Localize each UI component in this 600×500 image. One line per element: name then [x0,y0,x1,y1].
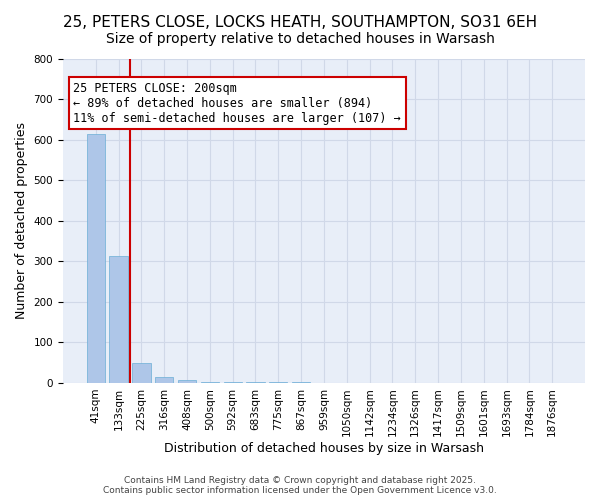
Y-axis label: Number of detached properties: Number of detached properties [15,122,28,320]
Text: 25, PETERS CLOSE, LOCKS HEATH, SOUTHAMPTON, SO31 6EH: 25, PETERS CLOSE, LOCKS HEATH, SOUTHAMPT… [63,15,537,30]
Bar [86,134,105,383]
Bar [132,364,151,383]
Bar [201,382,219,383]
Bar [155,377,173,383]
Text: 25 PETERS CLOSE: 200sqm
← 89% of detached houses are smaller (894)
11% of semi-d: 25 PETERS CLOSE: 200sqm ← 89% of detache… [73,82,401,124]
X-axis label: Distribution of detached houses by size in Warsash: Distribution of detached houses by size … [164,442,484,455]
Bar [178,380,196,383]
Bar [109,256,128,383]
Text: Contains HM Land Registry data © Crown copyright and database right 2025.
Contai: Contains HM Land Registry data © Crown c… [103,476,497,495]
Bar [224,382,242,383]
Text: Size of property relative to detached houses in Warsash: Size of property relative to detached ho… [106,32,494,46]
